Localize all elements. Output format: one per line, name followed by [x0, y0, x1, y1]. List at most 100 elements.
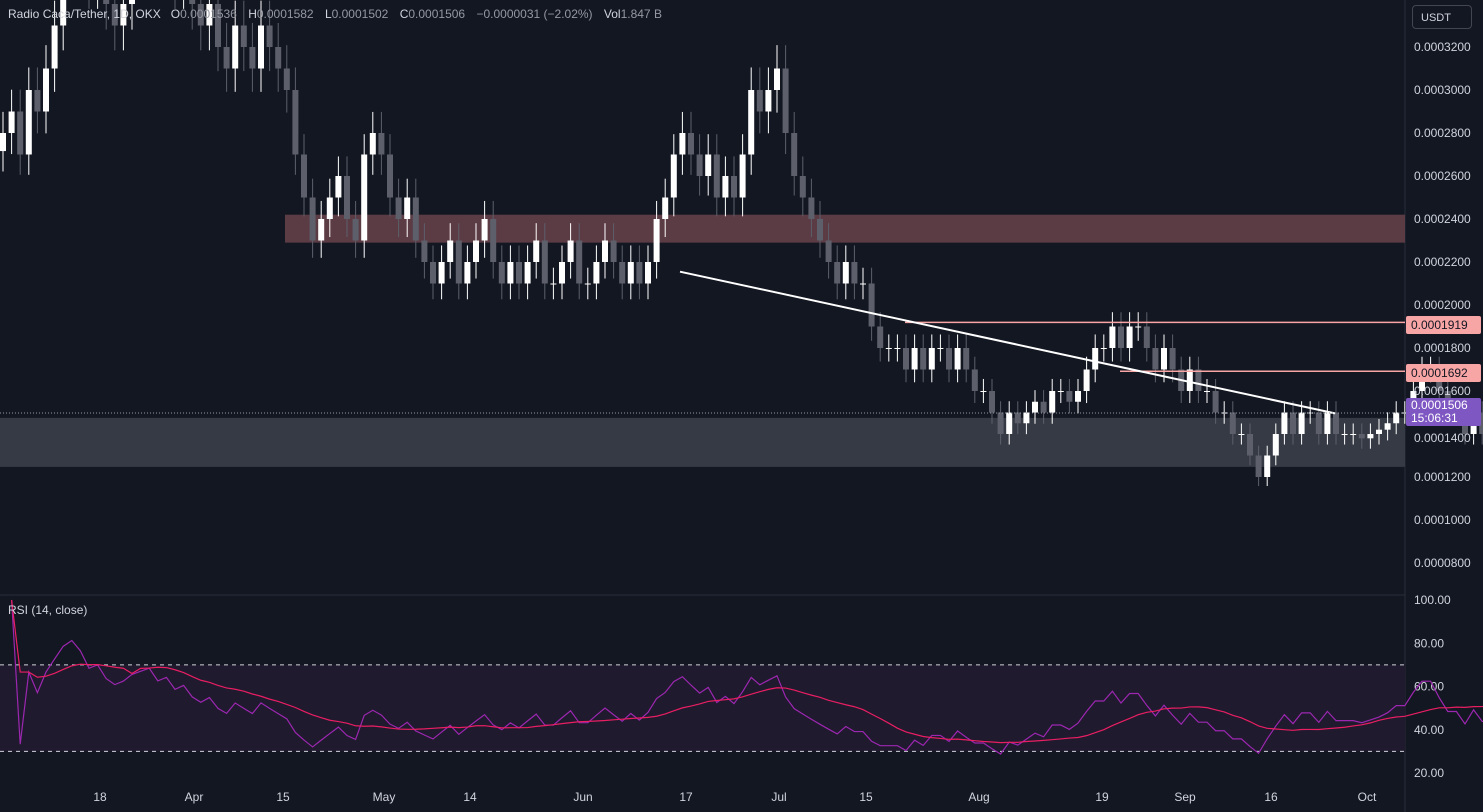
candle [610, 240, 617, 262]
candle [326, 197, 333, 219]
candle [1229, 412, 1236, 434]
volume-value: 1.847 B [620, 7, 662, 21]
rsi-tick: 60.00 [1414, 680, 1444, 694]
candle [705, 154, 712, 176]
candle [378, 133, 385, 155]
rsi-tick: 100.00 [1414, 593, 1451, 607]
candle [559, 262, 565, 284]
time-tick: Jul [771, 790, 786, 804]
candle [1341, 434, 1348, 435]
rsi-band [0, 664, 1405, 752]
candle [842, 262, 849, 284]
price-tick: 0.0000800 [1414, 556, 1471, 570]
low-value: 0.0001502 [331, 7, 389, 21]
time-tick: Apr [185, 790, 204, 804]
time-tick: Jun [573, 790, 592, 804]
candle [619, 262, 626, 284]
candle [894, 348, 901, 349]
time-tick: 17 [679, 790, 693, 804]
candle [1118, 326, 1124, 348]
price-tick: 0.0002800 [1414, 126, 1471, 140]
candle [636, 262, 643, 284]
candle [387, 154, 393, 198]
candle [283, 68, 290, 90]
candle [593, 262, 600, 284]
candle [430, 262, 436, 284]
candle [464, 262, 471, 284]
candle [43, 68, 49, 112]
candle [825, 240, 832, 262]
candle [8, 111, 15, 133]
candle [111, 4, 118, 26]
candle [1264, 455, 1271, 477]
trendline [679, 270, 1336, 415]
open-label: O [170, 7, 181, 21]
candle [215, 4, 221, 47]
candle [395, 197, 402, 219]
candle [1075, 391, 1081, 402]
level-tag-1: 0.0001919 [1406, 316, 1481, 334]
rsi-tick: 40.00 [1414, 723, 1444, 737]
candle [1298, 412, 1305, 434]
candle [963, 348, 970, 370]
symbol-title[interactable]: Radio Caca/Tether, 1D, OKX [8, 7, 161, 21]
candle [885, 348, 892, 349]
candle [989, 391, 995, 413]
candle [1100, 348, 1107, 349]
candle [860, 283, 866, 285]
rsi-label[interactable]: RSI (14, close) [8, 603, 88, 617]
change-value: −0.0000031 (−2.02%) [476, 7, 593, 21]
candle [507, 262, 514, 284]
currency-button[interactable]: USDT [1412, 5, 1472, 29]
rsi-tick: 80.00 [1414, 636, 1444, 650]
candle [937, 348, 944, 349]
high-value: 0.0001582 [256, 7, 314, 21]
candle [1333, 412, 1339, 434]
candle [928, 348, 935, 370]
candle [232, 25, 239, 69]
candle [498, 262, 505, 284]
candle [266, 25, 273, 47]
candle [584, 283, 591, 285]
candle [103, 0, 110, 4]
time-tick: Aug [968, 790, 989, 804]
candle [688, 133, 694, 155]
candle [731, 176, 737, 198]
candle [713, 154, 720, 198]
price-tick: 0.0003000 [1414, 83, 1471, 97]
candle [756, 90, 763, 112]
candle [438, 262, 445, 284]
time-tick: 15 [276, 790, 290, 804]
time-tick: May [373, 790, 396, 804]
time-tick: 15 [859, 790, 873, 804]
price-tick: 0.0003200 [1414, 40, 1471, 54]
zone-1 [0, 417, 1405, 467]
candle [1290, 412, 1296, 434]
price-tick: 0.0001000 [1414, 513, 1471, 527]
candle [1315, 412, 1322, 434]
low-label: L [324, 7, 332, 21]
candle [541, 240, 548, 284]
candle [1161, 348, 1167, 370]
candle [25, 90, 32, 155]
time-tick: Sep [1174, 790, 1196, 804]
candle [1255, 455, 1262, 477]
candle [971, 369, 978, 391]
candle [129, 0, 135, 4]
candle [997, 412, 1004, 434]
candle [258, 25, 264, 69]
candle [455, 240, 462, 284]
candle [275, 47, 282, 69]
time-tick: 18 [93, 790, 107, 804]
candle [799, 176, 806, 198]
candle [946, 348, 952, 370]
last-price-tag: 0.0001506 15:06:31 [1406, 398, 1481, 426]
candle [223, 47, 230, 69]
candle [1186, 369, 1193, 391]
candle [670, 154, 677, 198]
price-tick: 0.0001400 [1414, 431, 1471, 445]
candle [765, 90, 772, 112]
candle [189, 0, 196, 4]
rsi-tick: 20.00 [1414, 766, 1444, 780]
